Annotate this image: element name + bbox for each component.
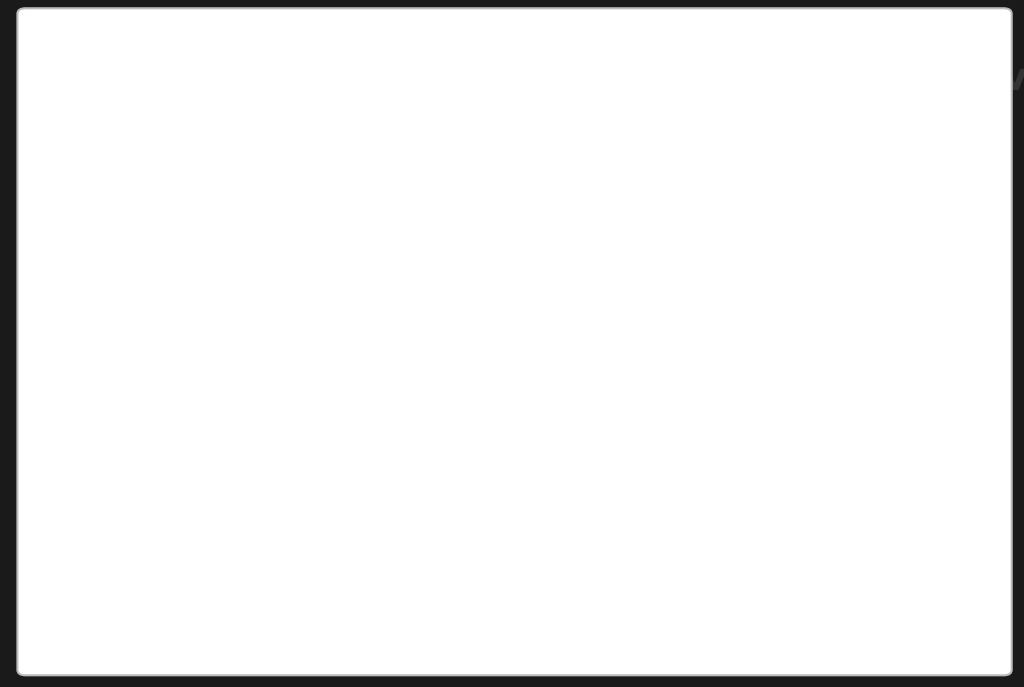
Text: 2.18%: 2.18% [84, 480, 287, 541]
Text: Users who viewed Case Study - Contact us (Goal 1 Conversion Rate): Users who viewed Case Study - Contact us… [84, 210, 753, 229]
Text: All Users - Contact us (Goal 1 Conversion Rate): All Users - Contact us (Goal 1 Conversio… [84, 407, 545, 427]
Text: How does viewing a case study impact conversion rate?: How does viewing a case study impact con… [65, 60, 1024, 98]
Text: 5.56%: 5.56% [84, 283, 287, 345]
